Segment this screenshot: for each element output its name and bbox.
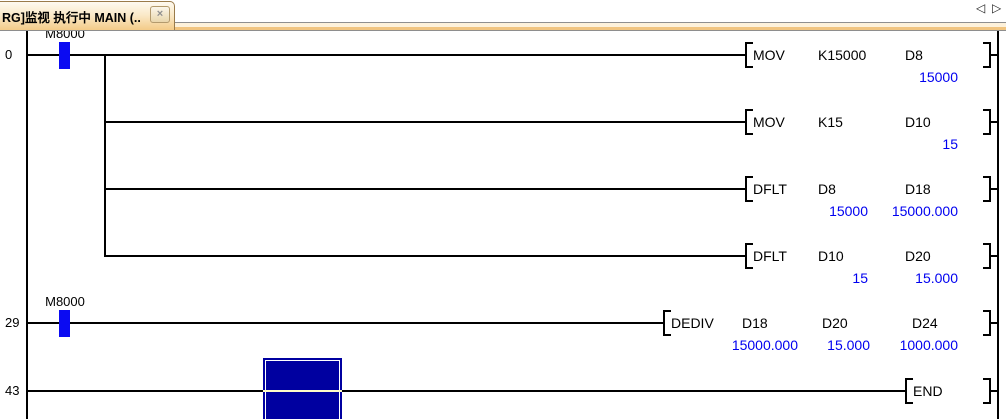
tab-strip-divider	[0, 30, 1006, 31]
monitor-value: 15000	[829, 203, 868, 219]
instruction-operand[interactable]: K15000	[818, 47, 867, 63]
instruction-right-bracket	[983, 378, 991, 404]
instruction-opcode[interactable]: DEDIV	[671, 315, 714, 331]
instruction-right-bracket	[983, 176, 991, 202]
rung-line	[104, 188, 745, 190]
step-number: 0	[5, 47, 13, 62]
close-icon: ×	[156, 8, 164, 20]
monitor-value: 15000.000	[731, 337, 798, 353]
instruction-opcode[interactable]: DFLT	[753, 248, 787, 264]
selection-cursor[interactable]	[263, 358, 342, 419]
tab-strip-divider	[0, 23, 1006, 27]
tab-scroll-left-button[interactable]: ◁	[976, 1, 985, 15]
tab-strip-divider	[0, 22, 1006, 23]
instruction-operand[interactable]: D20	[822, 315, 848, 331]
instruction-opcode[interactable]: MOV	[753, 47, 785, 63]
instruction-opcode[interactable]: DFLT	[753, 181, 787, 197]
instruction-connector	[990, 54, 999, 56]
instruction-right-bracket	[983, 310, 991, 336]
rung-line	[104, 121, 745, 123]
triangle-left-icon: ◁	[976, 1, 986, 15]
instruction-right-bracket	[983, 109, 991, 135]
instruction-connector	[990, 322, 999, 324]
monitor-value: 15.000	[827, 337, 870, 353]
instruction-left-bracket	[745, 176, 753, 202]
tab-close-button[interactable]: ×	[150, 6, 170, 23]
instruction-operand[interactable]: D10	[905, 114, 931, 130]
instruction-left-bracket	[745, 42, 753, 68]
instruction-operand[interactable]: K15	[818, 114, 843, 130]
contact-energized[interactable]	[59, 310, 70, 337]
monitor-value: 1000.000	[899, 337, 958, 353]
step-number: 29	[5, 315, 20, 330]
instruction-right-bracket	[983, 42, 991, 68]
tab-bar: RG]监视 执行中 MAIN (... × ◁ ▷	[0, 0, 1006, 31]
monitor-value: 15000.000	[891, 203, 958, 219]
instruction-operand[interactable]: D18	[742, 315, 768, 331]
instruction-left-bracket	[663, 310, 671, 336]
tab-strip-divider	[0, 27, 1006, 30]
instruction-opcode[interactable]: MOV	[753, 114, 785, 130]
contact-label: M8000	[45, 294, 85, 309]
tab-title: RG]监视 执行中 MAIN (...	[2, 11, 140, 25]
contact-energized[interactable]	[59, 42, 70, 69]
document-tab-main[interactable]: RG]监视 执行中 MAIN (... ×	[0, 1, 175, 31]
instruction-operand[interactable]: D10	[818, 248, 844, 264]
instruction-operand[interactable]: D8	[818, 181, 836, 197]
instruction-right-bracket	[983, 243, 991, 269]
instruction-operand[interactable]: D24	[912, 315, 938, 331]
instruction-connector	[990, 255, 999, 257]
instruction-left-bracket	[745, 243, 753, 269]
instruction-connector	[990, 121, 999, 123]
triangle-right-icon: ▷	[992, 1, 1002, 15]
selection-cursor-inner-border	[265, 360, 340, 419]
monitor-value: 15	[852, 270, 868, 286]
instruction-connector	[990, 188, 999, 190]
rung-line	[26, 322, 663, 324]
tab-scroll-right-button[interactable]: ▷	[992, 1, 1001, 15]
monitor-value: 15.000	[915, 270, 958, 286]
step-number: 43	[5, 383, 20, 398]
rung-line	[26, 390, 905, 392]
rung-line-highlight	[263, 390, 342, 392]
instruction-operand[interactable]: D18	[905, 181, 931, 197]
instruction-left-bracket	[745, 109, 753, 135]
instruction-left-bracket	[905, 378, 913, 404]
left-power-rail	[26, 31, 28, 419]
monitor-value: 15	[942, 136, 958, 152]
rung-line	[26, 54, 745, 56]
rung-line	[104, 255, 745, 257]
right-power-rail	[997, 31, 999, 419]
instruction-opcode[interactable]: END	[913, 383, 943, 399]
instruction-operand[interactable]: D20	[905, 248, 931, 264]
monitor-value: 15000	[919, 69, 958, 85]
instruction-connector	[990, 390, 999, 392]
branch-line	[104, 54, 106, 257]
instruction-operand[interactable]: D8	[905, 47, 923, 63]
